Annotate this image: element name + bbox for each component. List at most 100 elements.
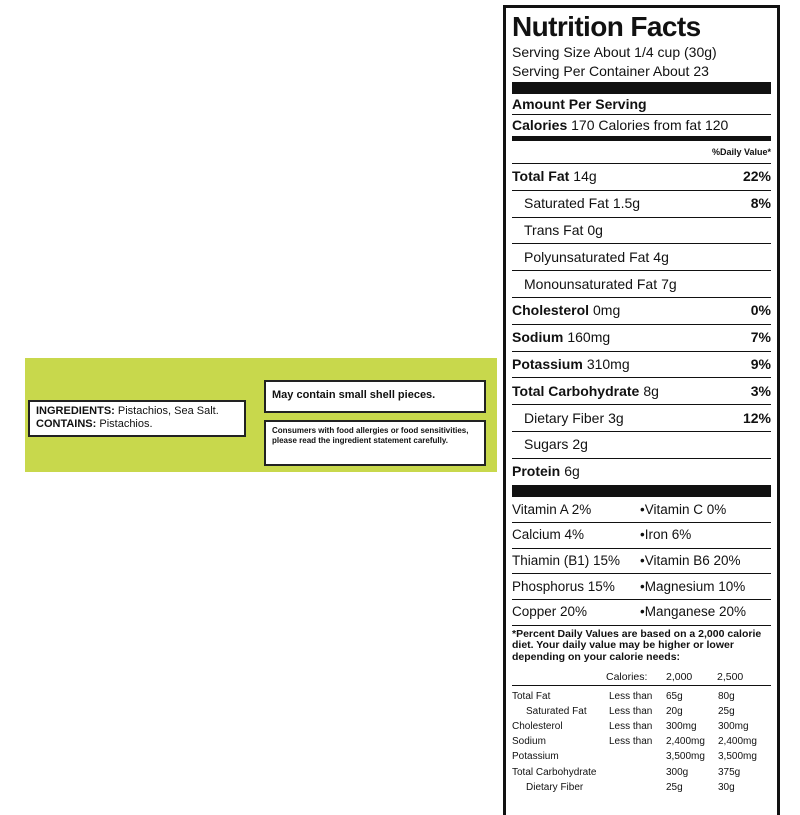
nutrient-name: Total Carbohydrate (512, 382, 640, 399)
vitamin-left: Phosphorus 15% (512, 578, 615, 594)
ingredients-box: INGREDIENTS: Pistachios, Sea Salt. CONTA… (28, 400, 246, 437)
contains-label: CONTAINS: (36, 418, 97, 430)
thick-rule (512, 484, 771, 497)
reference-cell: 25g (718, 705, 735, 717)
reference-cell: Total Fat (512, 690, 551, 702)
ingredients-band: INGREDIENTS: Pistachios, Sea Salt. CONTA… (25, 358, 497, 472)
nutrient-dv: 9% (750, 355, 771, 372)
thick-rule (512, 82, 771, 94)
nutrient-name: Sugars (524, 436, 569, 453)
calories-row: Calories 170 Calories from fat 120 (512, 114, 771, 141)
reference-cell: 2,400mg (666, 736, 705, 748)
contains-text: Pistachios. (99, 418, 153, 430)
serving-size: Serving Size About 1/4 cup (30g) (512, 44, 717, 60)
nutrient-name: Monounsaturated Fat (524, 275, 658, 292)
amount-per-serving: Amount Per Serving (512, 96, 647, 112)
contains-line: CONTAINS: Pistachios. (36, 418, 238, 431)
vitamin-row: Phosphorus 15% •Magnesium 10% (512, 573, 771, 600)
nutrient-amount: 1.5g (612, 195, 641, 212)
reference-cell: Saturated Fat (526, 705, 587, 717)
nutrient-amount: 6g (564, 463, 580, 480)
nutrient-amount: 0mg (593, 302, 621, 319)
nutrient-name: Potassium (512, 355, 583, 372)
dv-header-row: %Daily Value* (512, 141, 771, 164)
nutrient-amount: 7g (661, 275, 677, 292)
footnote: *Percent Daily Values are based on a 2,0… (512, 627, 762, 663)
nutrient-dv: 7% (750, 329, 771, 346)
vitamin-right: •Vitamin C 0% (640, 501, 727, 517)
nutrient-amount: 4g (653, 248, 669, 265)
vitamin-right: •Iron 6% (640, 527, 692, 543)
nutrient-row: Sugars 2g (512, 431, 771, 459)
vitamin-row: Copper 20% •Manganese 20% (512, 599, 771, 626)
calories: 170 (571, 117, 595, 133)
reference-cell: 25g (666, 781, 683, 793)
vitamin-right: •Vitamin B6 20% (640, 553, 741, 569)
nutrient-name: Cholesterol (512, 302, 590, 319)
nutrient-amount: 160mg (567, 329, 611, 346)
nutrient-row: Sodium 160mg 7% (512, 324, 771, 352)
reference-cell: 3,500mg (718, 751, 757, 763)
allergy-note: Consumers with food allergies or food se… (272, 426, 469, 445)
nutrient-amount: 3g (608, 409, 624, 426)
nutrient-row: Protein 6g (512, 458, 771, 486)
reference-cell: 300mg (718, 721, 749, 732)
nutrient-dv: 8% (750, 195, 771, 212)
nutrient-dv: 12% (742, 409, 771, 426)
reference-cell: 30g (718, 781, 735, 793)
reference-cell: 375g (718, 766, 741, 778)
nutrient-row: Polyunsaturated Fat 4g (512, 243, 771, 272)
nutrient-dv: 0% (750, 302, 771, 319)
reference-header: 2,000 (666, 670, 693, 683)
nutrient-amount: 2g (572, 436, 588, 453)
reference-cell: 80g (718, 690, 735, 702)
calories-label: Calories (512, 117, 568, 133)
nutrition-title: Nutrition Facts (512, 11, 701, 42)
nutrient-name: Protein (512, 463, 561, 480)
vitamin-left: Vitamin A 2% (512, 501, 592, 517)
vitamin-row: Thiamin (B1) 15% •Vitamin B6 20% (512, 548, 771, 575)
ingredients-text: Pistachios, Sea Salt. (117, 405, 219, 417)
reference-cell: 2,400mg (718, 736, 757, 748)
warning: May contain small shell pieces. (272, 389, 436, 401)
ingredients-line: INGREDIENTS: Pistachios, Sea Salt. (36, 405, 238, 418)
dv-header: %Daily Value* (711, 147, 771, 157)
nutrient-row: Trans Fat 0g (512, 217, 771, 245)
nutrient-dv: 3% (750, 382, 771, 399)
nutrient-row: Total Fat 14g 22% (512, 163, 771, 191)
reference-cell: Less than (609, 705, 653, 717)
nutrient-name: Saturated Fat (524, 195, 609, 212)
reference-cell: Less than (609, 736, 653, 748)
reference-cell: Less than (609, 690, 653, 702)
reference-cell: Dietary Fiber (526, 781, 584, 793)
nutrient-row: Saturated Fat 1.5g 8% (512, 190, 771, 218)
calories-from-fat: Calories from fat 120 (598, 117, 729, 133)
nutrient-amount: 310mg (586, 355, 630, 372)
amount-row: Amount Per Serving (512, 94, 771, 115)
vitamin-row: Calcium 4% •Iron 6% (512, 522, 771, 549)
nutrient-name: Trans Fat (524, 221, 584, 238)
nutrient-name: Polyunsaturated Fat (524, 248, 650, 265)
vitamin-left: Calcium 4% (512, 527, 585, 543)
reference-cell: Cholesterol (512, 721, 563, 732)
reference-cell: Less than (609, 721, 653, 732)
reference-header: 2,500 (717, 670, 744, 683)
vitamin-left: Copper 20% (512, 604, 588, 620)
nutrient-row: Monounsaturated Fat 7g (512, 270, 771, 298)
reference-cell: Total Carbohydrate (512, 766, 597, 778)
nutrient-row: Cholesterol 0mg 0% (512, 297, 771, 325)
nutrient-dv: 22% (742, 168, 771, 185)
reference-cell: Sodium (512, 736, 546, 748)
nutrition-panel: Nutrition Facts Serving Size About 1/4 c… (503, 5, 780, 815)
reference-cell: 65g (666, 690, 683, 702)
nutrient-name: Sodium (512, 329, 564, 346)
vitamin-right: •Manganese 20% (640, 604, 747, 620)
reference-cell: 300g (666, 766, 689, 778)
reference-cell: 300mg (666, 721, 697, 732)
servings-per-container: Serving Per Container About 23 (512, 63, 709, 79)
vitamin-left: Thiamin (B1) 15% (512, 553, 621, 569)
reference-rule (512, 684, 771, 686)
nutrient-amount: 8g (643, 382, 659, 399)
nutrient-name: Total Fat (512, 168, 570, 185)
